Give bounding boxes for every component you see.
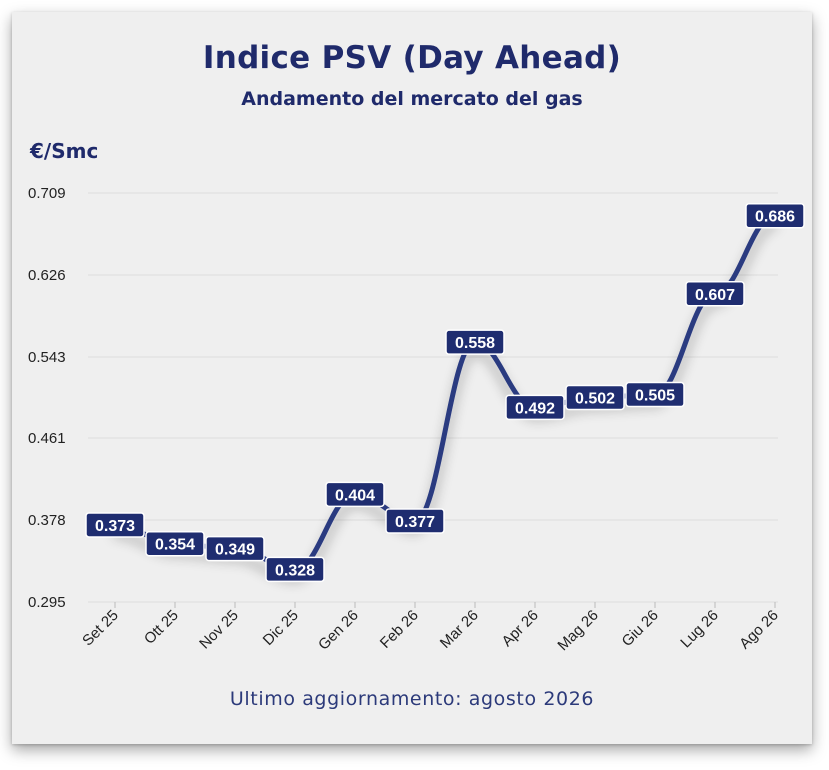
data-label-text: 0.607 [695, 287, 735, 304]
data-label-box [205, 535, 265, 562]
data-label: 0.404 [325, 481, 385, 508]
y-axis-ticks: 0.295 0.378 0.461 0.543 0.626 0.709 [28, 185, 66, 611]
data-label-text: 0.558 [455, 335, 495, 352]
data-label-text: 0.377 [395, 514, 435, 531]
data-label-box [685, 281, 745, 307]
data-label-text: 0.505 [635, 388, 675, 405]
data-label-text: 0.404 [335, 487, 375, 504]
data-label-text: 0.492 [515, 400, 555, 417]
y-tick-label: 0.295 [28, 594, 66, 611]
chart-title: Indice PSV (Day Ahead) [202, 40, 622, 76]
data-label: 0.373 [85, 512, 145, 538]
data-label: 0.502 [565, 384, 625, 411]
data-label-text: 0.502 [575, 391, 615, 408]
last-update-note: Ultimo aggiornamento: agosto 2026 [229, 688, 595, 710]
data-label-box [265, 556, 325, 583]
y-tick-label: 0.543 [28, 349, 66, 366]
data-label-box [505, 394, 565, 421]
x-tick-label: Set 25 [79, 607, 122, 650]
data-label: 0.492 [505, 394, 565, 421]
data-label: 0.377 [385, 508, 445, 534]
data-label-box [145, 530, 205, 557]
data-label-text: 0.686 [755, 209, 795, 226]
data-label-box [565, 384, 625, 411]
x-tick-label: Feb 26 [377, 607, 422, 652]
data-label: 0.505 [625, 381, 685, 408]
data-labels: 0.373 0.354 0.349 0.328 0.404 0.377 0.558 0.492… [85, 202, 805, 583]
x-tick-label: Lug 26 [677, 607, 721, 651]
x-axis-ticks: Set 25 Ott 25 Nov 25 Dic 25 Gen 26 Feb 26 Mar … [79, 602, 782, 654]
x-tick-label: Gen 26 [315, 607, 362, 654]
chart-subtitle: Andamento del mercato del gas [241, 88, 583, 110]
y-axis-unit: €/Smc [30, 139, 99, 163]
data-label: 0.349 [205, 535, 265, 562]
y-tick-label: 0.378 [28, 512, 66, 529]
data-label-box [445, 329, 505, 355]
data-label-text: 0.354 [155, 537, 195, 554]
y-tick-label: 0.709 [28, 185, 66, 202]
x-tick-label: Nov 25 [196, 607, 242, 653]
data-label: 0.328 [265, 556, 325, 583]
data-label-box [85, 512, 145, 538]
data-label-text: 0.328 [275, 562, 315, 579]
y-tick-label: 0.461 [28, 430, 66, 447]
data-label-box [325, 481, 385, 508]
x-tick-label: Ago 26 [736, 607, 782, 653]
x-tick-label: Apr 26 [499, 607, 542, 650]
data-label-box [625, 381, 685, 408]
data-label-box [385, 508, 445, 534]
data-label: 0.607 [685, 281, 745, 307]
x-tick-label: Ott 25 [141, 607, 182, 648]
x-tick-label: Giu 26 [619, 607, 662, 650]
data-label-box [745, 202, 805, 229]
data-label: 0.686 [745, 202, 805, 229]
data-label-text: 0.349 [215, 542, 255, 559]
x-tick-label: Mar 26 [437, 607, 482, 652]
data-label: 0.354 [145, 530, 205, 557]
chart-card: Indice PSV (Day Ahead) Andamento del mer… [12, 12, 812, 744]
data-label: 0.558 [445, 329, 505, 355]
x-tick-label: Mag 26 [554, 607, 601, 654]
y-tick-label: 0.626 [28, 267, 66, 284]
x-tick-label: Dic 25 [260, 607, 302, 649]
data-label-text: 0.373 [95, 518, 135, 535]
